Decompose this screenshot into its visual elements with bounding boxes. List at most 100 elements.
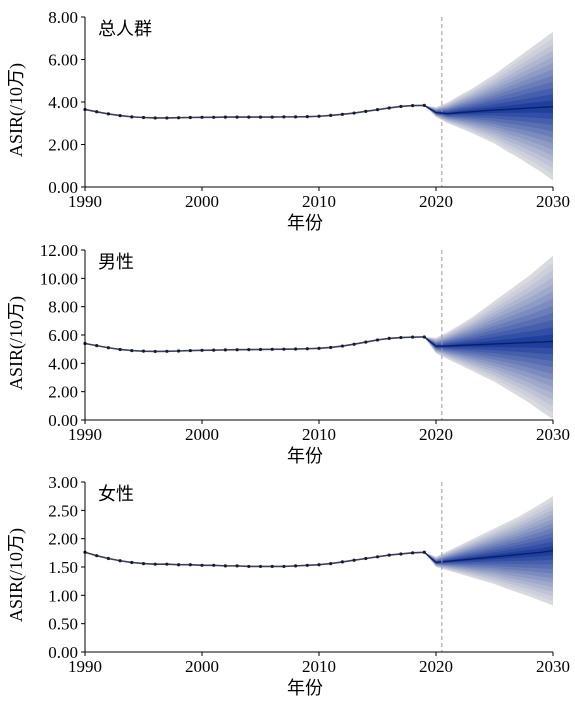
y-tick-label: 12.00: [40, 241, 78, 260]
observed-point: [305, 347, 309, 351]
observed-point: [212, 348, 216, 352]
forecast-line: [423, 336, 554, 348]
x-tick-label: 2000: [185, 192, 219, 211]
observed-point: [141, 562, 146, 566]
x-tick-label: 2020: [419, 657, 453, 676]
observed-point: [340, 112, 344, 116]
forecast-band-12: [424, 334, 553, 348]
observed-point: [294, 347, 298, 351]
observed-point: [270, 115, 274, 119]
observed-point: [282, 115, 286, 119]
x-tick-label: 2020: [419, 425, 453, 444]
observed-point: [317, 346, 321, 350]
observed-point: [247, 115, 251, 119]
observed-point: [399, 335, 403, 340]
observed-point: [247, 347, 251, 352]
y-tick-label: 0.00: [48, 411, 78, 430]
observed-point: [153, 116, 157, 120]
observed-point: [200, 348, 204, 352]
observed-point: [165, 116, 169, 120]
observed-point: [387, 336, 391, 340]
panel-title: 女性: [98, 484, 134, 504]
chart-panel-3: 0.00 0.50 1.00 1.50 2.00 2.50 3.00 1990 2000 2010…: [6, 473, 570, 698]
x-tick-label: 2030: [536, 657, 570, 676]
x-tick-label: 2030: [536, 425, 570, 444]
y-tick-label: 4.00: [48, 354, 78, 373]
observed-point: [375, 338, 380, 342]
x-tick-label: 2010: [302, 425, 336, 444]
panel-title: 男性: [98, 252, 134, 272]
observed-point: [165, 562, 169, 566]
observed-point: [317, 563, 321, 567]
observed-point: [258, 115, 263, 119]
observed-point: [270, 347, 274, 351]
observed-point: [317, 114, 321, 118]
observed-point: [422, 550, 426, 554]
x-tick-label: 2020: [419, 192, 453, 211]
observed-point: [305, 115, 309, 119]
observed-point: [223, 115, 227, 119]
observed-point: [399, 552, 403, 556]
observed-point: [130, 115, 134, 119]
x-tick-label: 1990: [68, 657, 102, 676]
x-axis-label: 年份: [287, 213, 323, 233]
forecast-band-11: [424, 327, 553, 355]
y-tick-label: 1.50: [48, 558, 78, 577]
observed-point: [200, 115, 204, 119]
y-tick-label: 0.00: [48, 178, 78, 197]
observed-point: [188, 348, 192, 353]
observed-point: [141, 115, 146, 120]
observed-point: [141, 349, 146, 353]
x-tick-label: 1990: [68, 425, 102, 444]
x-tick-label: 2000: [185, 425, 219, 444]
observed-point: [282, 564, 286, 569]
observed-point: [177, 349, 181, 353]
observed-point: [212, 563, 216, 567]
observed-point: [294, 115, 298, 119]
observed-point: [95, 554, 99, 558]
observed-point: [106, 112, 110, 116]
observed-point: [188, 115, 192, 120]
y-tick-label: 2.50: [48, 501, 78, 520]
observed-point: [364, 109, 368, 113]
observed-point: [352, 342, 356, 346]
chart-panel-2: 0.00 2.00 4.00 6.00 8.00 10.00 12.00 1990 2000 20…: [6, 241, 570, 466]
observed-point: [177, 116, 181, 120]
observed-point: [106, 346, 110, 350]
x-tick-label: 2000: [185, 657, 219, 676]
forecast-line: [423, 549, 554, 564]
x-tick-label: 1990: [68, 192, 102, 211]
x-tick-label: 2010: [302, 657, 336, 676]
observed-point: [352, 558, 356, 562]
observed-point: [95, 344, 99, 348]
forecast-band-12: [424, 546, 553, 563]
y-axis-label: ASIR(/10万): [6, 296, 27, 390]
x-tick-label: 2030: [536, 192, 570, 211]
y-tick-label: 2.00: [48, 383, 78, 402]
observed-point: [106, 556, 110, 561]
observed-point: [364, 556, 368, 561]
observed-point: [411, 104, 415, 108]
forecast-band-11: [424, 541, 553, 564]
observed-point: [340, 344, 344, 348]
y-tick-label: 8.00: [48, 298, 78, 317]
observed-point: [375, 108, 380, 112]
y-tick-label: 0.00: [48, 643, 78, 662]
observed-point: [165, 349, 169, 353]
observed-point: [153, 349, 157, 354]
y-tick-label: 8.00: [48, 8, 78, 27]
observed-point: [95, 110, 99, 114]
observed-point: [235, 348, 239, 352]
observed-point: [130, 560, 134, 565]
observed-point: [235, 115, 239, 119]
observed-line: [84, 336, 425, 353]
observed-point: [247, 564, 251, 569]
y-tick-label: 2.00: [48, 136, 78, 155]
observed-point: [282, 347, 286, 351]
observed-point: [352, 111, 356, 115]
observed-point: [130, 348, 134, 353]
y-tick-label: 10.00: [40, 269, 78, 288]
observed-point: [212, 115, 216, 119]
observed-point: [294, 564, 298, 568]
